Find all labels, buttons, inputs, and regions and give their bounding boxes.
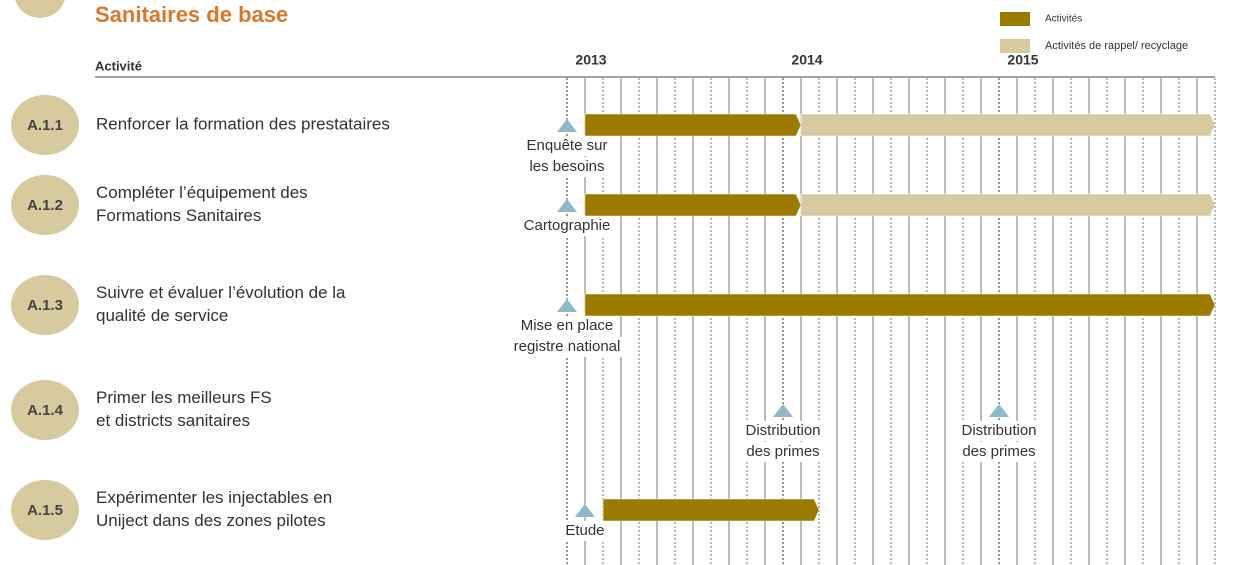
milestone-label-bg [743,421,823,441]
task-bar [800,193,1216,217]
milestone-label: Enquête sur [527,137,608,154]
year-label: 2013 [575,52,606,68]
milestone-label-bg [524,136,610,156]
task-label: Expérimenter les injectables en [96,488,332,507]
milestone [557,119,577,132]
milestone-label-bg [563,521,607,541]
task-label: Compléter l’équipement des [96,183,308,202]
milestone-label: Distribution [745,422,820,439]
milestone-label-bg [959,421,1039,441]
milestone-label: Mise en place [521,317,614,334]
task-label: Formations Sanitaires [96,206,261,225]
milestone-label-bg [744,442,822,462]
milestone-label: des primes [746,443,819,460]
task-label: Uniject dans des zones pilotes [96,511,326,530]
task-id: A.1.4 [27,402,64,419]
legend-label: Activités de rappel/ recyclage [1045,40,1188,52]
milestone-label-bg [511,337,623,357]
milestone [989,404,1009,417]
year-label: 2015 [1007,52,1038,68]
milestone [773,404,793,417]
task-id: A.1.2 [27,197,63,214]
milestone-label: registre national [514,338,621,355]
task-id: A.1.1 [27,117,63,134]
task-badge [11,175,79,235]
task-bar [584,113,802,137]
milestone [574,504,595,517]
milestone-label-bg [527,157,607,177]
corner-badge [15,0,65,18]
milestone-label: des primes [962,443,1035,460]
task-id: A.1.5 [27,502,63,519]
task-bar [602,498,820,522]
task-badge [11,480,79,540]
milestone-label: Distribution [961,422,1036,439]
task-badge [11,380,79,440]
milestone-label-bg [960,442,1038,462]
milestone-label: Etude [565,522,604,539]
milestone-label-bg [521,216,613,236]
milestone [557,299,577,312]
task-id: A.1.3 [27,297,63,314]
legend-swatch [1000,39,1030,53]
task-bar [800,113,1216,137]
milestone-label: Cartographie [524,217,611,234]
milestone [557,199,577,212]
task-bar [584,293,1216,317]
chart-title: Sanitaires de base [95,2,288,27]
column-header: Activité [95,58,142,73]
legend-label: Activités [1045,14,1082,25]
legend-swatch [1000,12,1030,26]
task-label: Primer les meilleurs FS [96,388,272,407]
milestone-label: les besoins [529,158,604,175]
task-label: Renforcer la formation des prestataires [96,114,390,133]
year-label: 2014 [791,52,822,68]
task-label: qualité de service [96,306,228,325]
task-label: et districts sanitaires [96,411,250,430]
milestone-label-bg [518,316,616,336]
task-badge [11,95,79,155]
task-bar [584,193,802,217]
task-badge [11,275,79,335]
task-label: Suivre et évaluer l’évolution de la [96,283,346,302]
